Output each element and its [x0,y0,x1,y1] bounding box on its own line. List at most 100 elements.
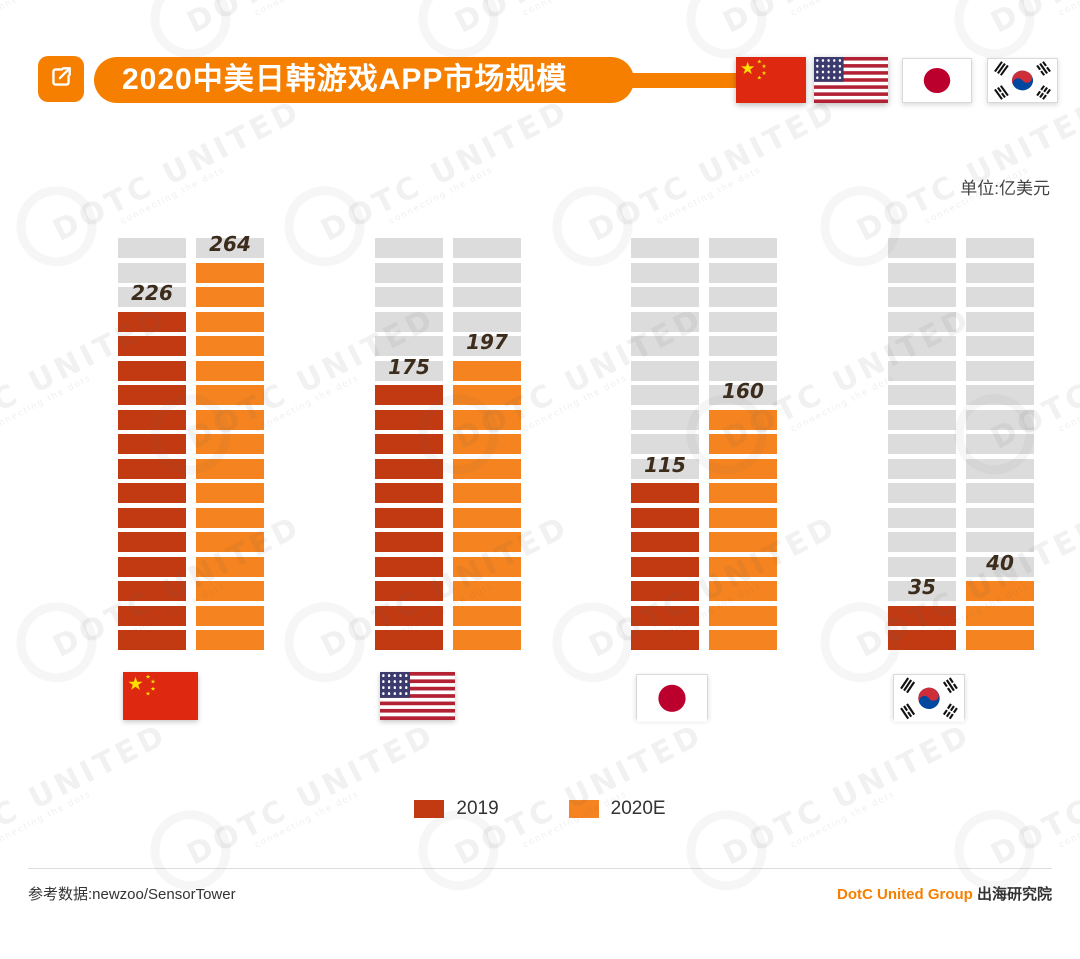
watermark-text: DOTC UNITED [181,717,442,873]
value-block [375,556,443,577]
empty-block [888,434,956,454]
value-block [709,434,777,454]
value-block [709,581,777,601]
value-block [888,605,956,626]
value-block [888,630,956,650]
empty-block [453,311,521,332]
empty-block [966,483,1034,503]
value-block [118,336,186,356]
value-block [375,605,443,626]
value-block [966,581,1034,601]
value-block [375,385,443,405]
empty-block [631,311,699,332]
value-block [453,507,521,528]
empty-block [709,238,777,258]
flag-japan-header [902,58,972,103]
flag-usa-axis [380,672,455,720]
watermark-text: DOTC UNITED [181,0,441,41]
value-block [453,483,521,503]
watermark-text: DOTC UNITED [583,93,844,249]
watermark-text: DOTC UNITED [449,717,710,873]
value-block [631,556,699,577]
bar-group-japan: 115 160 [631,238,777,650]
flag-china-axis [123,672,198,720]
empty-block [966,287,1034,307]
empty-block [118,238,186,258]
empty-block [375,336,443,356]
value-block [631,532,699,552]
value-block [196,287,264,307]
value-block [118,507,186,528]
value-block [709,532,777,552]
watermark-text: DOTC UNITED [851,93,1080,249]
empty-block [631,262,699,283]
empty-block [966,458,1034,479]
empty-block [631,287,699,307]
watermark-text: DOTC UNITED [717,717,978,873]
legend-item-2020e: 2020E [568,798,666,820]
empty-block [631,336,699,356]
empty-block [118,287,186,307]
value-block [709,507,777,528]
value-block [196,605,264,626]
data-source-note: 参考数据:newzoo/SensorTower [28,886,236,903]
flag-korea-axis [893,674,965,722]
value-block [118,581,186,601]
value-block [453,434,521,454]
empty-block [888,581,956,601]
empty-block [709,360,777,381]
watermark-text: DOTC UNITED [0,0,173,41]
brand-suffix: 出海研究院 [972,886,1052,903]
empty-block [966,311,1034,332]
empty-block [966,532,1034,552]
value-block [631,605,699,626]
value-block [196,385,264,405]
value-block [453,581,521,601]
value-label-2020e-korea: 40 [986,550,1014,575]
empty-block [888,532,956,552]
watermark-text: DOTC UNITED [717,0,977,41]
value-block [453,605,521,626]
value-block [453,630,521,650]
watermark-text: DOTC UNITED [47,93,308,249]
value-label-2020e-china: 264 [209,232,251,256]
value-block [196,581,264,601]
bar-group-korea: 35 40 [888,238,1034,650]
bar-2019-korea: 35 [888,238,956,650]
value-block [375,630,443,650]
value-block [196,434,264,454]
value-block [453,385,521,405]
flag-korea-header [987,58,1058,103]
export-icon [48,64,74,95]
value-block [375,409,443,430]
empty-block [631,434,699,454]
value-block [196,409,264,430]
footer-divider [28,868,1052,869]
empty-block [888,483,956,503]
value-label-2019-korea: 35 [908,575,936,599]
empty-block [709,262,777,283]
value-block [196,336,264,356]
value-block [196,262,264,283]
empty-block [966,409,1034,430]
brand-name: DotC United Group [837,886,973,903]
value-block [375,483,443,503]
watermark-text: DOTC UNITED [0,717,174,873]
value-block [196,556,264,577]
watermark-text: DOTC UNITED [985,717,1080,873]
bar-2020e-korea: 40 [966,238,1034,650]
value-block [375,507,443,528]
legend-swatch-2019 [414,800,445,818]
empty-block [453,262,521,283]
bar-2019-china: 226 [118,238,186,650]
value-block [196,630,264,650]
value-block [631,507,699,528]
watermark-subtext: connecting the dots [1057,0,1080,18]
empty-block [888,507,956,528]
bar-group-china: 226 264 [118,232,264,650]
bar-chart: 226 264 175 197 115 160 35 40 [0,232,1080,650]
empty-block [888,409,956,430]
empty-block [966,238,1034,258]
